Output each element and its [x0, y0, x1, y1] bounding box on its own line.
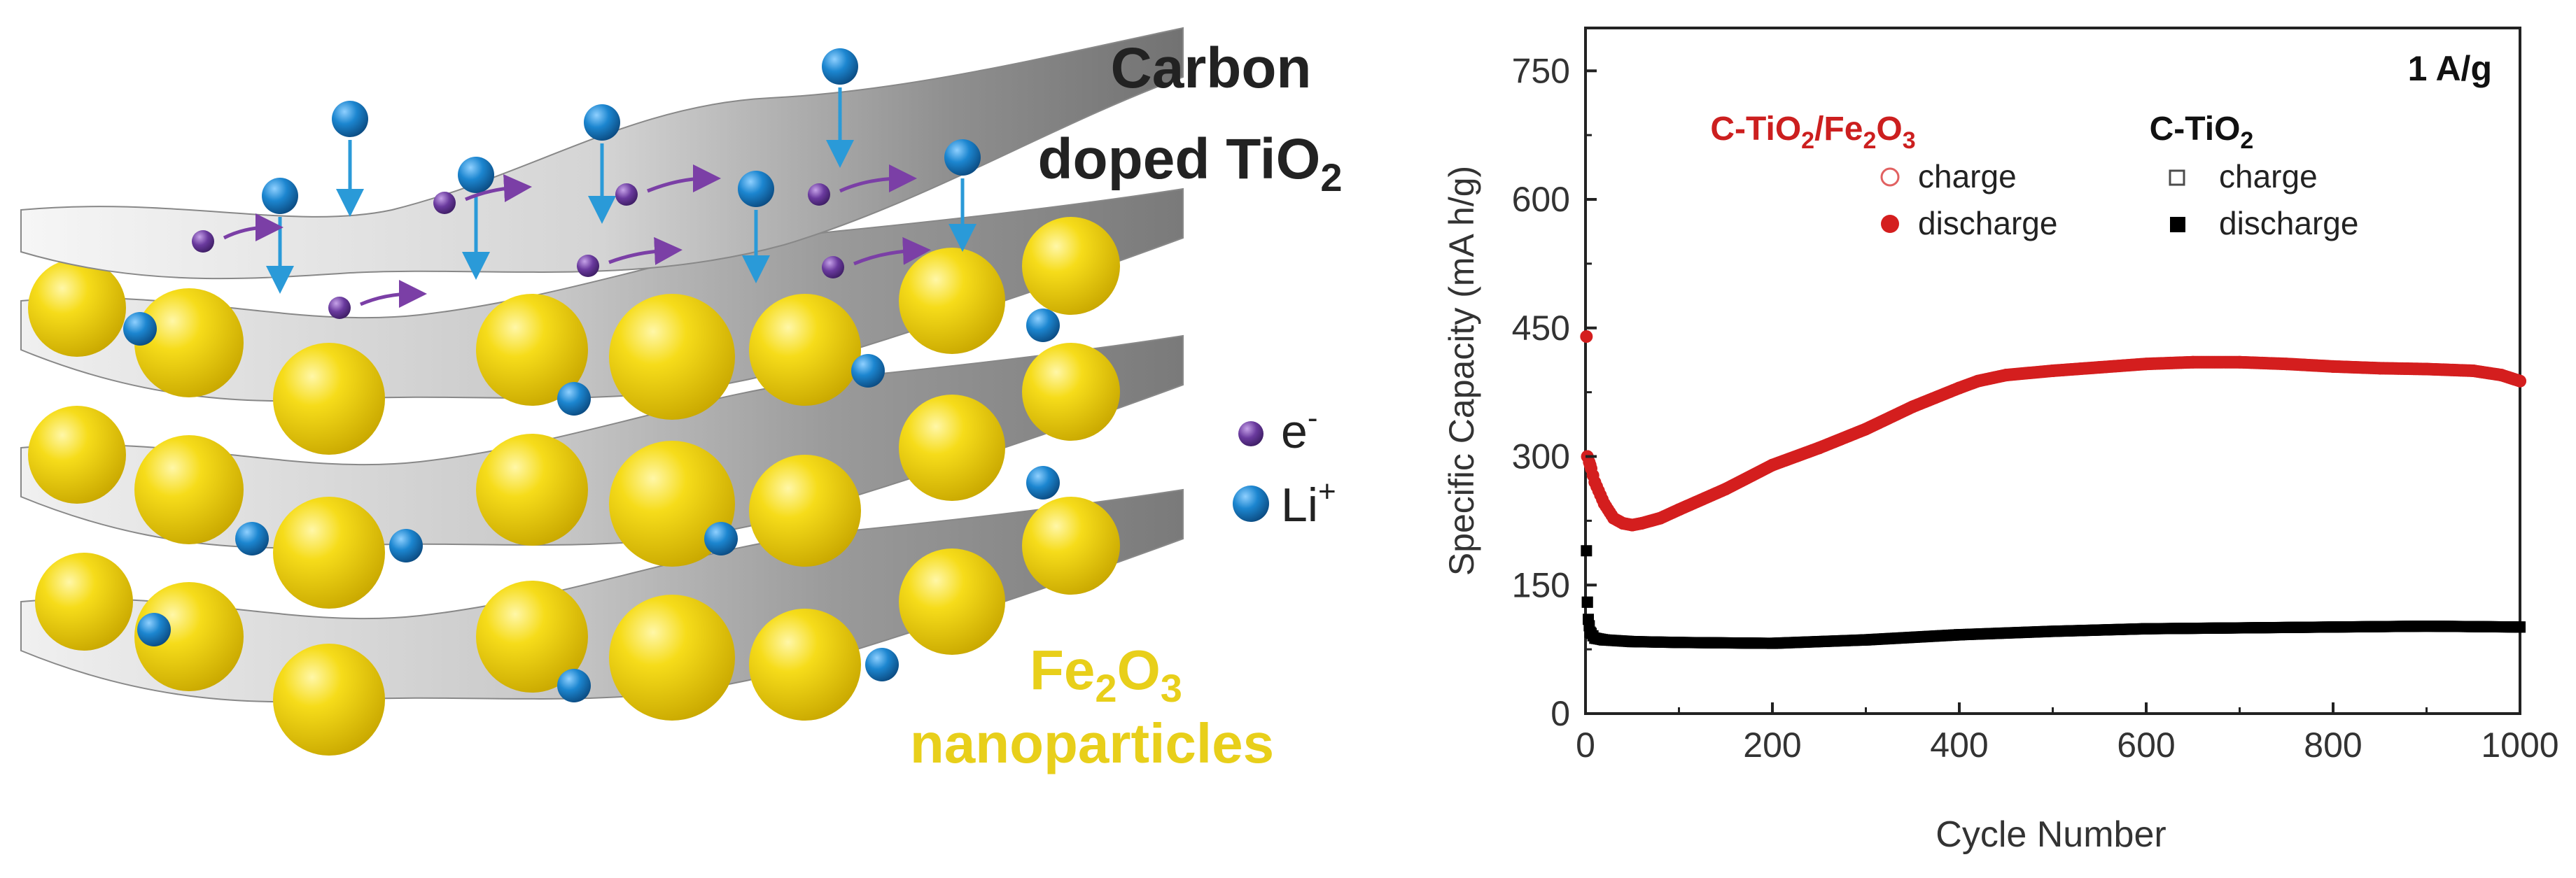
y-axis-label: Specific Capacity (mA h/g) — [1442, 166, 1481, 576]
y-tick-label: 600 — [1512, 180, 1570, 219]
x-tick-label: 1000 — [2481, 725, 2558, 765]
axes: 0 200 400 600 800 1000 0 150 300 450 600 750 — [1512, 51, 2559, 765]
x-tick-label: 200 — [1743, 725, 1801, 765]
title-line1: Carbon — [1111, 36, 1312, 100]
title-line2-main: doped TiO — [1037, 127, 1320, 191]
electron-transport-arrows — [192, 164, 931, 319]
data-point — [2514, 621, 2526, 633]
chart-title: 1 A/g — [2408, 49, 2492, 88]
schematic-title-line2: doped TiO2 — [1037, 127, 1342, 199]
legend-group2-charge-label: charge — [2219, 158, 2318, 194]
li-ions — [123, 309, 1060, 702]
legend-group2-title: C-TiO2 — [2150, 111, 2254, 154]
series-ctio2-fe2o3-discharge — [1580, 330, 2526, 532]
fe2o3-label-line2: nanoparticles — [910, 712, 1274, 774]
fe2o3-label: Fe2O3 nanoparticles — [910, 639, 1274, 774]
fe2o3-particles-layer2 — [28, 343, 1120, 609]
li-ion-insertion-arrows — [262, 48, 981, 294]
fe2o3-label-line1: Fe2O3 — [1030, 639, 1182, 710]
y-tick-label: 0 — [1550, 694, 1570, 733]
y-tick-label: 150 — [1512, 565, 1570, 604]
legend-group2-discharge-label: discharge — [2219, 205, 2358, 241]
x-axis-label: Cycle Number — [1935, 814, 2166, 855]
x-tick-label: 600 — [2117, 725, 2175, 765]
title-line2-sub: 2 — [1320, 155, 1342, 199]
chart-legend: C-TiO2/Fe2O3 charge discharge C-TiO2 cha… — [1710, 111, 2358, 241]
x-tick-label: 800 — [2304, 725, 2362, 765]
schematic-title: Carbon — [1111, 36, 1312, 100]
li-ion-legend-label: Li+ — [1281, 474, 1336, 532]
x-tick-label: 0 — [1576, 725, 1595, 765]
y-tick-label: 750 — [1512, 51, 1570, 90]
legend-group2-discharge-marker — [2170, 217, 2185, 232]
data-series — [1580, 330, 2526, 649]
series-ctio2-discharge — [1581, 545, 2526, 649]
electron-legend-icon — [1238, 421, 1264, 446]
data-point — [1581, 596, 1593, 608]
legend-group1-discharge-marker — [1881, 215, 1899, 233]
data-point — [1581, 545, 1592, 557]
y-tick-label: 450 — [1512, 309, 1570, 348]
legend-group1-charge-marker — [1880, 167, 1900, 187]
schematic-illustration: Carbon doped TiO2 e- Li+ Fe2O3 nanoparti… — [20, 27, 1343, 774]
data-point — [2514, 374, 2526, 388]
x-tick-label: 400 — [1930, 725, 1988, 765]
li-ion-legend-icon — [1233, 486, 1269, 522]
schematic-legend: e- Li+ — [1233, 401, 1336, 532]
legend-group1-title: C-TiO2/Fe2O3 — [1710, 111, 1915, 154]
data-point — [1580, 330, 1593, 343]
fe2o3-particles-layer3 — [35, 497, 1120, 756]
legend-group1-charge-label: charge — [1918, 158, 2017, 194]
electron-legend-label: e- — [1281, 401, 1317, 458]
layered-sheets — [20, 27, 1184, 756]
legend-group2-charge-marker — [2169, 169, 2185, 186]
y-tick-label: 300 — [1512, 437, 1570, 476]
fe2o3-particles-layer1 — [28, 217, 1120, 455]
legend-group1-discharge-label: discharge — [1918, 205, 2057, 241]
